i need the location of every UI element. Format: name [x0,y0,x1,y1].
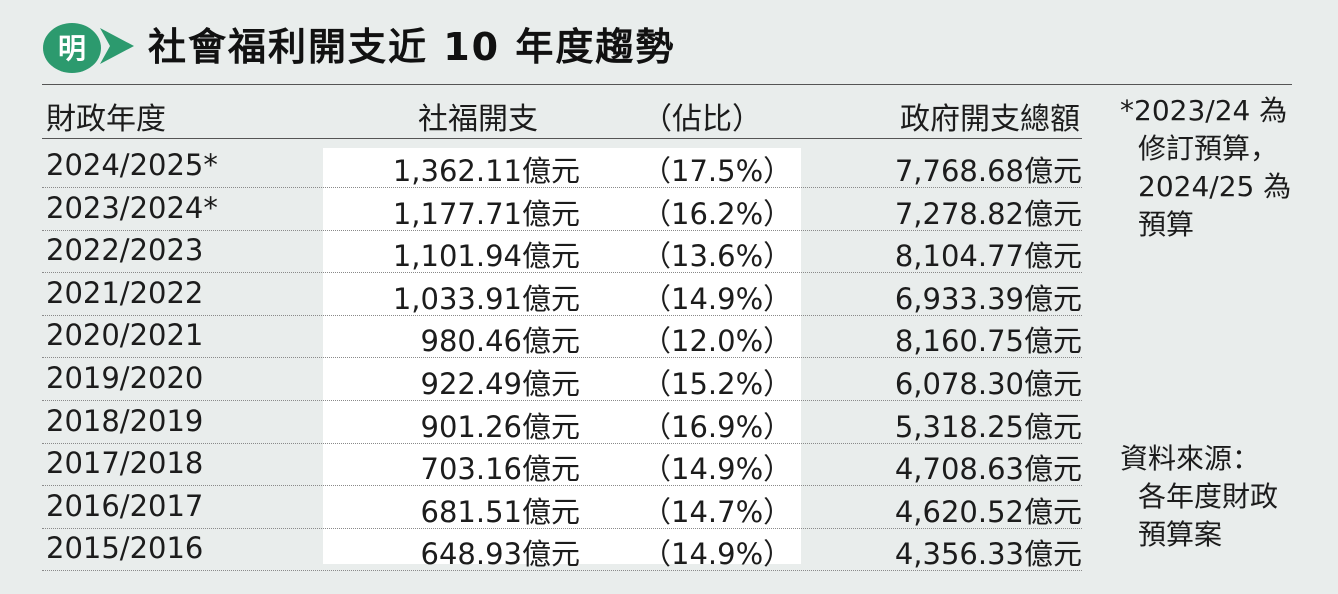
cell-total: 4,708.63億元 [894,452,1082,487]
cell-year: 2020/2021 [46,318,204,353]
table-row: 2015/2016 648.93億元 （14.9%） 4,356.33億元 [42,529,1082,572]
table-row: 2022/2023 1,101.94億元 （13.6%） 8,104.77億元 [42,231,1082,274]
cell-pct: （13.6%） [642,239,793,274]
cell-welfare: 922.49億元 [420,367,580,401]
cell-year: 2019/2020 [46,361,204,395]
cell-pct: （14.9%） [642,281,793,316]
header-year: 財政年度 [46,102,166,137]
cell-year: 2015/2016 [46,531,204,566]
table-row: 2016/2017 681.51億元 （14.7%） 4,620.52億元 [42,487,1082,529]
table-row: 2017/2018 703.16億元 （14.9%） 4,708.63億元 [42,444,1082,487]
cell-total: 6,933.39億元 [894,281,1082,316]
header-total: 政府開支總額 [900,102,1080,137]
cell-welfare: 1,177.71億元 [392,196,580,231]
row-divider [42,442,1082,444]
cell-total: 4,620.52億元 [894,494,1082,529]
cell-year: 2017/2018 [46,446,204,481]
cell-pct: （14.9%） [642,452,793,487]
cell-pct: （16.9%） [642,409,793,444]
table-row: 2019/2020 922.49億元 （15.2%） 6,078.30億元 [42,359,1082,401]
cell-pct: （14.9%） [642,537,793,572]
cell-welfare: 648.93億元 [420,537,580,572]
cell-year: 2024/2025* [46,148,218,182]
cell-year: 2016/2017 [46,488,204,523]
header-pct: （佔比） [642,102,762,137]
cell-total: 7,278.82億元 [894,196,1082,231]
note-line: 預算 [1138,208,1195,241]
cell-welfare: 1,101.94億元 [392,239,580,274]
cell-year: 2018/2019 [46,403,204,438]
note-line: *2023/24 為 [1120,94,1288,127]
cell-welfare: 1,362.11億元 [392,154,580,188]
cell-total: 7,768.68億元 [894,154,1082,188]
cell-year: 2022/2023 [46,233,204,268]
note-line: 修訂預算， [1138,132,1279,165]
table-row: 2023/2024* 1,177.71億元 （16.2%） 7,278.82億元 [42,189,1082,231]
cell-pct: （16.2%） [642,196,793,231]
cell-year: 2021/2022 [46,275,204,310]
logo-text: 明 [58,32,86,65]
row-divider [42,527,1082,529]
row-divider [42,272,1082,274]
row-divider [42,187,1082,188]
row-divider [42,229,1082,231]
title-divider [42,84,1292,85]
cell-total: 8,104.77億元 [894,239,1082,274]
table-row: 2018/2019 901.26億元 （16.9%） 5,318.25億元 [42,402,1082,444]
cell-year: 2023/2024* [46,190,218,225]
header-divider [42,138,1082,139]
row-divider [42,314,1082,316]
table-row: 2020/2021 980.46億元 （12.0%） 8,160.75億元 [42,316,1082,359]
cell-total: 8,160.75億元 [894,324,1082,359]
cell-welfare: 980.46億元 [420,324,580,359]
source-line: 資料來源： [1120,442,1261,475]
row-divider [42,485,1082,487]
cell-total: 5,318.25億元 [894,409,1082,444]
cell-welfare: 901.26億元 [420,409,580,444]
row-divider [42,570,1082,572]
table-row: 2021/2022 1,033.91億元 （14.9%） 6,933.39億元 [42,274,1082,316]
cell-total: 4,356.33億元 [894,537,1082,572]
row-divider [42,357,1082,359]
header-welfare: 社福開支 [418,102,538,137]
cell-welfare: 1,033.91億元 [392,281,580,316]
source-line: 各年度財政 [1138,480,1279,513]
ming-pao-logo-icon: 明 [43,23,134,73]
source-line: 預算案 [1138,518,1223,551]
cell-pct: （14.7%） [642,494,793,529]
table-row: 2024/2025* 1,362.11億元 （17.5%） 7,768.68億元 [42,146,1082,188]
row-divider [42,400,1082,401]
cell-total: 6,078.30億元 [894,367,1082,401]
cell-pct: （12.0%） [642,324,793,359]
cell-pct: （15.2%） [642,367,793,401]
cell-welfare: 703.16億元 [420,452,580,487]
page-title: 社會福利開支近 10 年度趨勢 [148,25,676,69]
cell-pct: （17.5%） [642,154,793,188]
note-line: 2024/25 為 [1138,170,1292,203]
highlight-panel [323,148,801,564]
cell-welfare: 681.51億元 [420,494,580,529]
